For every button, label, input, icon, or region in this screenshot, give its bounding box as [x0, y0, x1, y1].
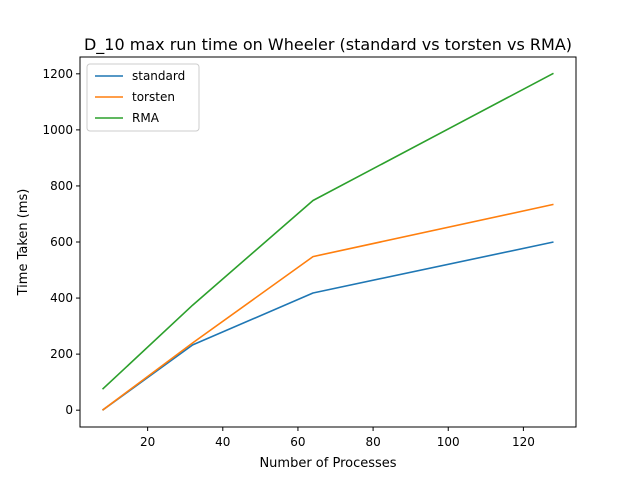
x-tick-label: 80 [365, 435, 380, 449]
y-tick-label: 600 [50, 235, 73, 249]
series-line-standard [102, 241, 554, 411]
x-tick-label: 100 [437, 435, 460, 449]
y-tick-label: 800 [50, 179, 73, 193]
series-line-torsten [102, 203, 554, 411]
y-axis-label: Time Taken (ms) [16, 189, 31, 297]
legend-label: standard [132, 69, 185, 83]
y-tick-label: 0 [65, 403, 73, 417]
series-line-rma [101, 72, 554, 390]
legend: standard torsten RMA [86, 63, 200, 132]
x-axis-label: Number of Processes [259, 456, 396, 471]
y-axis-ticks: 0 200 400 600 800 1000 1200 [42, 67, 80, 417]
plot-area [101, 72, 554, 411]
x-tick-label: 40 [215, 435, 230, 449]
legend-box [86, 63, 200, 132]
x-tick-label: 60 [290, 435, 305, 449]
x-tick-label: 120 [512, 435, 535, 449]
chart-title: D_10 max run time on Wheeler (standard v… [84, 35, 572, 55]
x-axis-ticks: 20 40 60 80 100 120 [140, 427, 535, 449]
y-tick-label: 400 [50, 291, 73, 305]
y-tick-label: 1200 [42, 67, 73, 81]
legend-label: RMA [132, 111, 160, 125]
plot-frame [79, 56, 577, 428]
y-tick-label: 200 [50, 347, 73, 361]
x-tick-label: 20 [140, 435, 155, 449]
y-tick-label: 1000 [42, 123, 73, 137]
legend-label: torsten [132, 90, 175, 104]
